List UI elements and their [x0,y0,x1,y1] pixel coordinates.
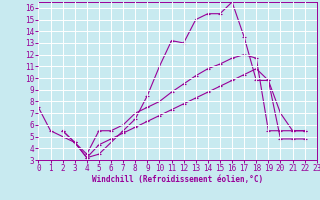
X-axis label: Windchill (Refroidissement éolien,°C): Windchill (Refroidissement éolien,°C) [92,175,263,184]
